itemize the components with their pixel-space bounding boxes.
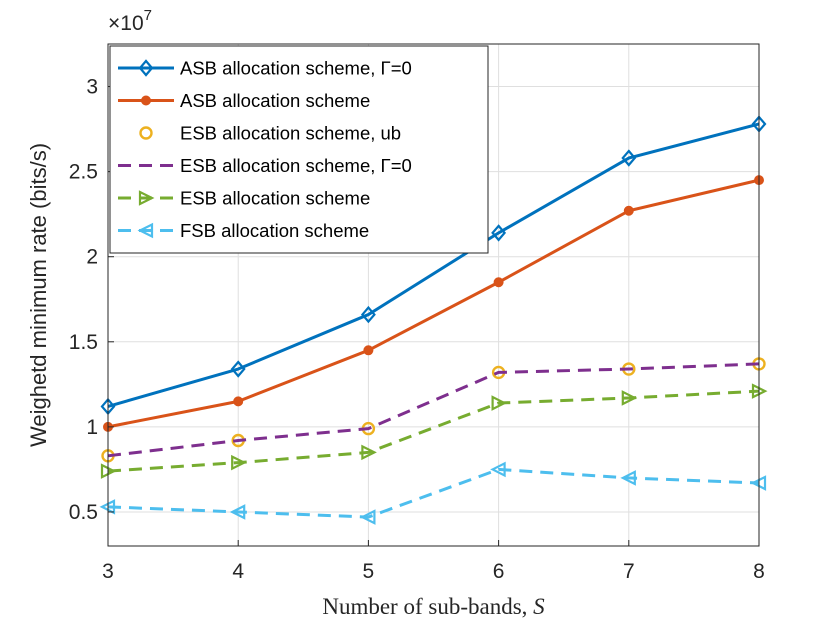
y-tick-label: 3 xyxy=(86,76,98,99)
legend-item-1: ASB allocation scheme, Γ=0 xyxy=(118,58,412,79)
x-tick-label: 5 xyxy=(363,560,375,583)
axes-box xyxy=(107,43,760,547)
legend-marker xyxy=(141,95,151,106)
data-point xyxy=(363,345,374,356)
legend-marker xyxy=(137,222,154,239)
series-line xyxy=(107,362,760,458)
legend-box xyxy=(109,45,489,254)
y-multiplier: ×107 xyxy=(108,7,152,35)
data-point xyxy=(229,504,246,520)
data-point xyxy=(359,509,376,525)
y-tick-label: 1.5 xyxy=(69,331,98,354)
legend-item-6: FSB allocation scheme xyxy=(118,220,369,241)
legend-label: ASB allocation scheme xyxy=(180,90,370,111)
data-point xyxy=(621,149,637,167)
series-line xyxy=(107,467,760,519)
legend-label: ESB allocation scheme, ub xyxy=(180,123,401,144)
data-point xyxy=(621,390,638,406)
data-point xyxy=(623,205,634,216)
data-point xyxy=(493,277,504,288)
y-multiplier-base: ×10 xyxy=(108,12,144,35)
data-point xyxy=(491,224,507,242)
series-6 xyxy=(99,461,767,525)
legend-item-2: ASB allocation scheme xyxy=(118,90,370,111)
y-tick-labels: 0.5 1 1.5 2 2.5 3 xyxy=(69,76,114,524)
x-tick-label: 3 xyxy=(102,560,114,583)
y-multiplier-exponent: 7 xyxy=(144,7,152,24)
data-point xyxy=(230,360,246,378)
x-tick-label: 8 xyxy=(753,560,765,583)
legend-label: ASB allocation scheme, Γ=0 xyxy=(180,58,412,79)
y-tick-label: 1 xyxy=(86,416,98,439)
data-point xyxy=(490,461,506,478)
legend: ASB allocation scheme, Γ=0 ASB allocation… xyxy=(109,45,489,254)
legend-item-4: ESB allocation scheme, Γ=0 xyxy=(118,155,412,176)
data-point xyxy=(491,395,508,411)
y-axis-label: Weighetd minimum rate (bits/s) xyxy=(26,143,51,447)
x-axis-label-symbol: S xyxy=(533,594,545,619)
series-line xyxy=(107,122,760,408)
data-point xyxy=(233,396,244,407)
x-tick-label: 7 xyxy=(623,560,635,583)
legend-item-3: ESB allocation scheme, ub xyxy=(139,123,401,144)
series-line xyxy=(107,389,760,473)
x-tick-label: 6 xyxy=(493,560,505,583)
x-axis-label-text: Number of sub-bands, xyxy=(322,594,533,619)
legend-marker xyxy=(138,190,155,206)
legend-item-5: ESB allocation scheme xyxy=(118,188,370,209)
data-point xyxy=(360,305,376,324)
series-line xyxy=(107,178,760,429)
data-point xyxy=(231,454,247,471)
x-tick-labels: 3 4 5 6 7 8 xyxy=(102,540,765,583)
data-point xyxy=(361,444,377,461)
data-point xyxy=(620,470,636,486)
y-tick-label: 2.5 xyxy=(69,161,98,184)
legend-marker xyxy=(138,59,154,77)
legend-marker xyxy=(139,126,153,140)
series-4 xyxy=(107,362,760,458)
x-axis-label: Number of sub-bands, S xyxy=(322,594,545,619)
legend-label: ESB allocation scheme, Γ=0 xyxy=(180,155,412,176)
legend-label: FSB allocation scheme xyxy=(180,220,369,241)
y-tick-label: 0.5 xyxy=(69,501,98,524)
legend-label: ESB allocation scheme xyxy=(180,188,370,209)
x-tick-label: 4 xyxy=(232,560,244,583)
series-5 xyxy=(100,383,768,479)
y-tick-label: 2 xyxy=(86,246,98,269)
